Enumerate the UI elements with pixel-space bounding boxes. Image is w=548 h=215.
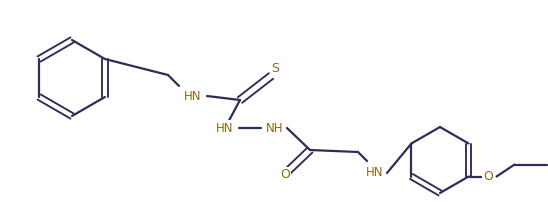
Text: O: O bbox=[280, 169, 290, 181]
Text: HN: HN bbox=[184, 89, 202, 103]
Text: O: O bbox=[484, 170, 494, 183]
Text: S: S bbox=[271, 61, 279, 75]
Text: HN: HN bbox=[216, 121, 234, 135]
Text: NH: NH bbox=[266, 121, 284, 135]
Text: HN: HN bbox=[366, 166, 384, 180]
